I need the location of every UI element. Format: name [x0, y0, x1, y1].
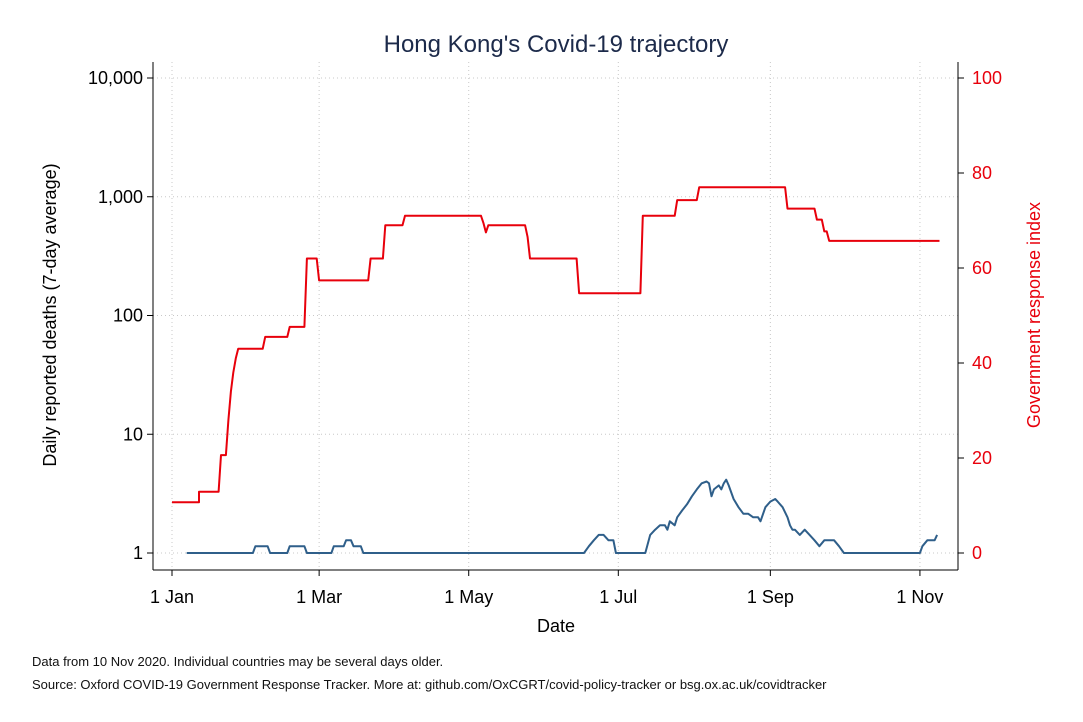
source-note: Source: Oxford COVID-19 Government Respo…	[32, 677, 827, 692]
y-right-tick-label: 20	[972, 448, 992, 468]
y-left-tick-label: 10	[123, 424, 143, 444]
x-axis-label: Date	[537, 616, 575, 636]
y-axis-right-label: Government response index	[1024, 202, 1044, 428]
x-tick-label: 1 May	[444, 587, 493, 607]
y-right-tick-label: 80	[972, 163, 992, 183]
x-tick-label: 1 Jan	[150, 587, 194, 607]
y-left-tick-label: 100	[113, 306, 143, 326]
chart-title: Hong Kong's Covid-19 trajectory	[384, 31, 729, 58]
x-tick-label: 1 Sep	[747, 587, 794, 607]
gridlines	[153, 62, 958, 570]
y-left-tick-label: 1,000	[98, 187, 143, 207]
y-right-tick-label: 60	[972, 258, 992, 278]
y-left-tick-label: 1	[133, 543, 143, 563]
series-group	[172, 186, 940, 554]
x-tick-label: 1 Nov	[896, 587, 943, 607]
tick-labels: 1 Jan 1 Mar 1 May 1 Jul 1 Sep 1 Nov 1 10 100 1,00…	[88, 68, 1002, 607]
y-right-tick-label: 40	[972, 353, 992, 373]
y-right-tick-label: 0	[972, 543, 982, 563]
x-tick-label: 1 Jul	[599, 587, 637, 607]
x-tick-label: 1 Mar	[296, 587, 342, 607]
data-note: Data from 10 Nov 2020. Individual countr…	[32, 654, 444, 669]
series-line-response-index	[172, 186, 940, 504]
y-left-tick-label: 10,000	[88, 68, 143, 88]
axes	[147, 62, 964, 576]
series-line-deaths	[186, 478, 939, 554]
y-axis-left-label: Daily reported deaths (7-day average)	[40, 163, 60, 466]
y-right-tick-label: 100	[972, 68, 1002, 88]
